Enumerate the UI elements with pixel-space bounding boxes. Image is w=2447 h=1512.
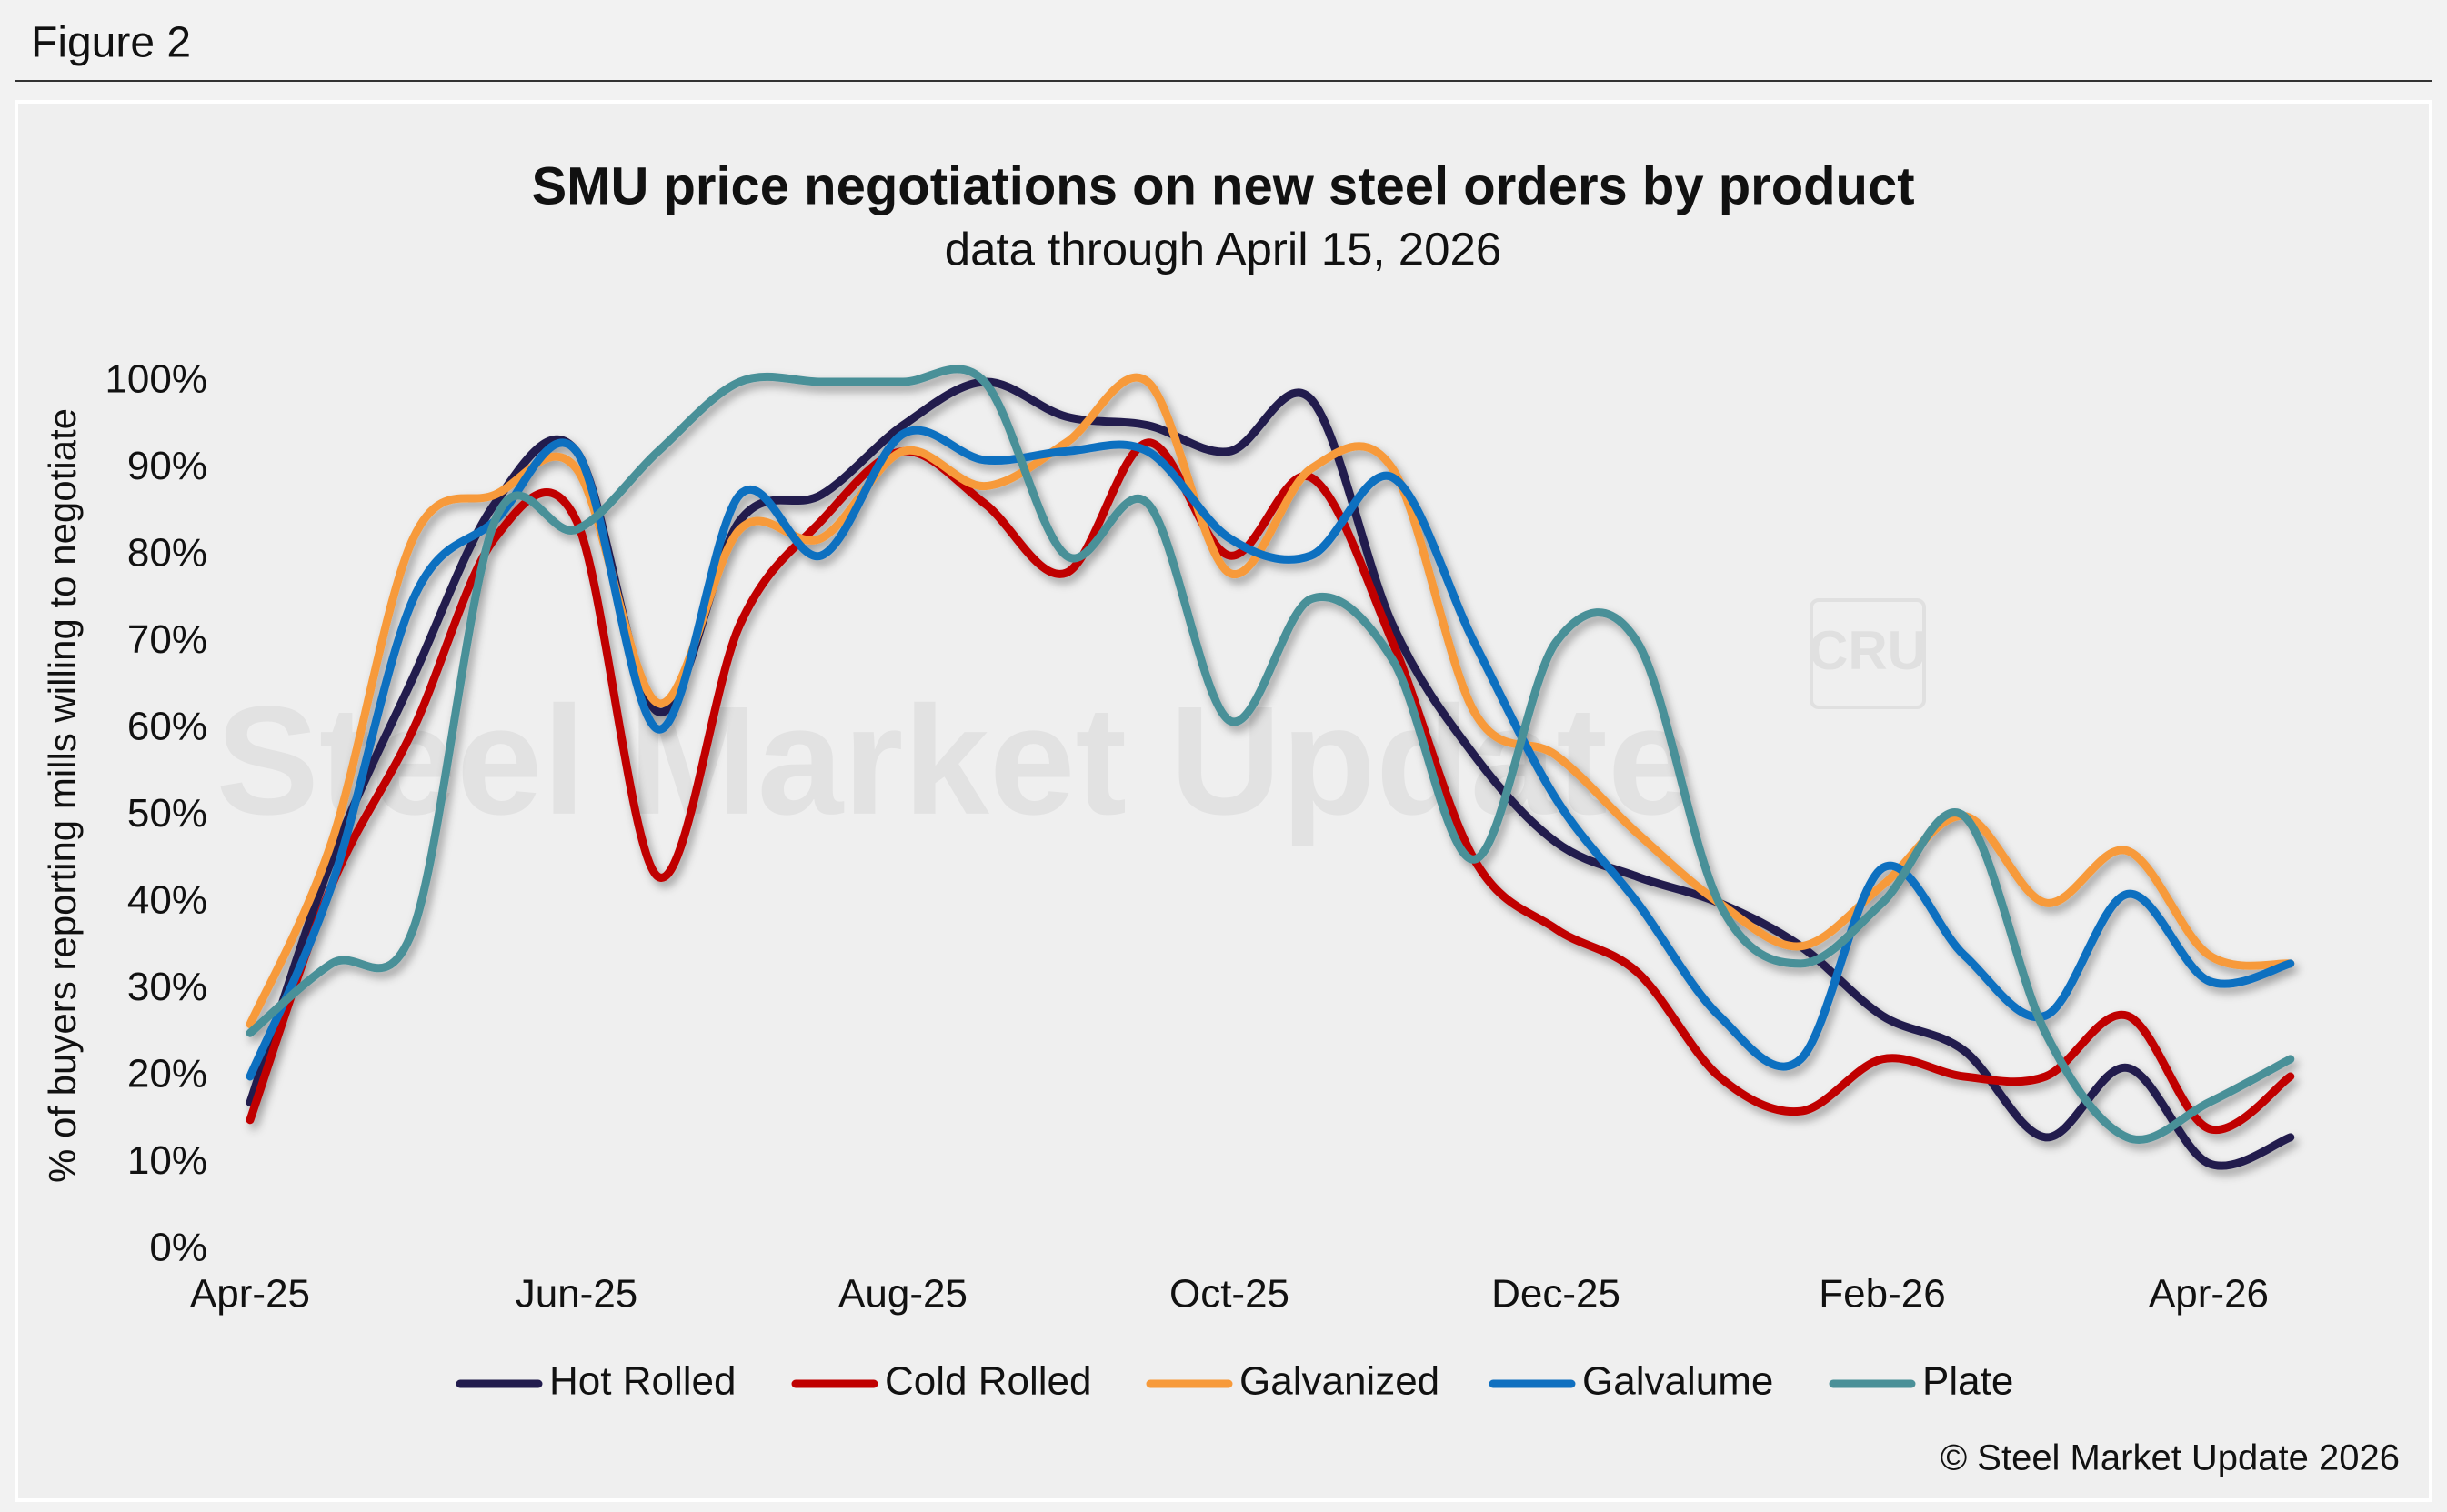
y-tick-label: 30%: [127, 965, 207, 1009]
x-tick-label: Aug-25: [838, 1272, 968, 1317]
x-tick-label: Feb-26: [1819, 1272, 1945, 1317]
figure-label: Figure 2: [31, 19, 191, 67]
y-tick-label: 0%: [149, 1226, 207, 1270]
y-tick-label: 70%: [127, 617, 207, 662]
y-axis-label: % of buyers reporting mills willing to n…: [41, 408, 84, 1183]
y-tick-label: 50%: [127, 791, 207, 836]
chart-title: SMU price negotiations on new steel orde…: [531, 156, 1914, 215]
series-line: [246, 365, 2295, 1144]
watermark-logo-box: [1810, 598, 1926, 709]
chart-subtitle: data through April 15, 2026: [945, 223, 1501, 275]
x-tick-label: Apr-26: [2149, 1272, 2269, 1317]
y-tick-label: 40%: [127, 878, 207, 923]
x-tick-label: Jun-25: [516, 1272, 638, 1317]
y-tick-label: 100%: [105, 357, 207, 402]
copyright: © Steel Market Update 2026: [1941, 1438, 2400, 1478]
series-line: [246, 426, 2295, 1081]
y-tick-label: 10%: [127, 1138, 207, 1183]
x-tick-label: Dec-25: [1491, 1272, 1620, 1317]
legend-label: Hot Rolled: [549, 1359, 736, 1404]
series-line: [246, 377, 2295, 1170]
panel: [15, 100, 2432, 1502]
x-tick-label: Oct-25: [1169, 1272, 1289, 1317]
y-tick-label: 80%: [127, 531, 207, 576]
legend-label: Cold Rolled: [885, 1359, 1091, 1404]
series-group: [246, 365, 2295, 1170]
x-tick-label: Apr-25: [190, 1272, 310, 1317]
y-tick-label: 60%: [127, 705, 207, 749]
y-tick-label: 20%: [127, 1052, 207, 1096]
legend-label: Plate: [1922, 1359, 2013, 1404]
legend-label: Galvanized: [1239, 1359, 1439, 1404]
y-tick-label: 90%: [127, 444, 207, 488]
watermark-logo: CRU: [1809, 620, 1927, 681]
legend-label: Galvalume: [1582, 1359, 1773, 1404]
